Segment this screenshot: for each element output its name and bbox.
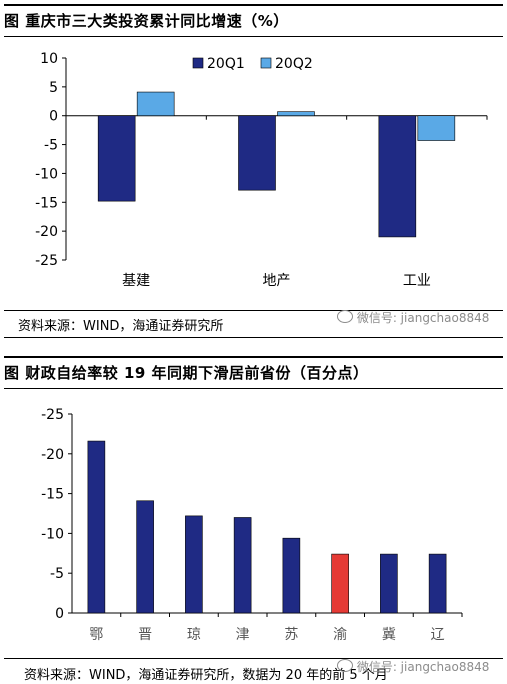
x-category-label: 津 <box>236 627 250 643</box>
chart2-watermark-text: 微信号: jiangchao8848 <box>356 660 490 674</box>
y-tick-label: -15 <box>41 487 64 503</box>
legend-label-20q1: 20Q1 <box>207 56 245 72</box>
legend-label-20q2: 20Q2 <box>275 56 313 72</box>
chart2-source: 资料来源：WIND，海通证券研究所，数据为 20 年的前 5 个月 <box>24 668 388 683</box>
y-tick-label: 0 <box>55 606 64 622</box>
y-tick-label: -10 <box>41 526 64 542</box>
bar-20q1-2 <box>378 115 417 238</box>
bar-0 <box>87 440 106 614</box>
y-tick-label: 10 <box>40 51 58 67</box>
mid-rule-1 <box>4 356 503 358</box>
y-tick-label: -15 <box>35 195 58 211</box>
chart1-svg: 10 5 0 -5 -10 -15 -20 -25 基建 地产 工业 20Q1 20Q2 <box>35 51 488 289</box>
bar-20q2-2 <box>417 115 456 141</box>
chart2-title: 图 财政自给率较 19 年同期下滑居前省份（百分点） <box>4 364 369 382</box>
y-tick-label: -25 <box>35 253 58 269</box>
y-tick-label: 0 <box>49 109 58 125</box>
y-tick-label: -20 <box>35 224 58 240</box>
x-category-label: 苏 <box>284 627 298 643</box>
chart1-watermark-text: 微信号: jiangchao8848 <box>356 311 490 325</box>
bar-1 <box>136 500 154 614</box>
x-category-label: 晋 <box>138 627 152 643</box>
wechat-icon <box>337 310 353 323</box>
y-tick-label: 5 <box>49 80 58 96</box>
y-tick-label: -20 <box>41 447 64 463</box>
bar-4 <box>282 537 301 614</box>
x-category-label: 鄂 <box>89 627 103 643</box>
bar-2 <box>185 515 203 614</box>
chart1-title: 图 重庆市三大类投资累计同比增速（%） <box>4 12 289 30</box>
bar-3 <box>233 517 252 614</box>
y-tick-label: -5 <box>50 566 64 582</box>
x-category-label: 辽 <box>431 627 445 643</box>
chart1-watermark: 微信号: jiangchao8848 <box>337 309 489 326</box>
top-rule-1 <box>4 4 503 6</box>
bar-6 <box>380 553 398 614</box>
x-category-label: 渝 <box>333 627 347 643</box>
legend-swatch-20q1 <box>192 57 204 69</box>
x-category-label: 地产 <box>263 273 291 289</box>
chart2-bottom-rule <box>4 658 503 659</box>
bar-20q1-0 <box>97 115 136 202</box>
y-tick-label: -25 <box>41 407 64 423</box>
bar-20q2-0 <box>136 91 175 117</box>
y-tick-label: -10 <box>35 166 58 182</box>
chart1-source: 资料来源：WIND，海通证券研究所 <box>18 319 224 334</box>
bar-7 <box>428 553 447 614</box>
x-category-label: 琼 <box>187 627 201 643</box>
chart2-watermark: 微信号: jiangchao8848 <box>337 658 489 675</box>
wechat-icon <box>337 659 353 672</box>
mid-rule-2 <box>4 388 503 389</box>
x-category-label: 基建 <box>122 272 150 289</box>
bar-5 <box>331 553 349 614</box>
chart1-source-rule <box>4 337 503 338</box>
legend-swatch-20q2 <box>260 57 272 69</box>
chart1-bottom-rule <box>4 310 503 311</box>
chart2-svg: -25 -20 -15 -10 -5 0 鄂 晋 琼 津 苏 渝 冀 辽 <box>41 407 463 643</box>
bar-20q1-1 <box>238 115 276 191</box>
x-category-label: 冀 <box>382 627 396 643</box>
y-tick-label: -5 <box>44 138 58 154</box>
bar-20q2-1 <box>277 111 315 117</box>
top-rule-2 <box>4 36 503 37</box>
x-category-label: 工业 <box>403 273 431 289</box>
